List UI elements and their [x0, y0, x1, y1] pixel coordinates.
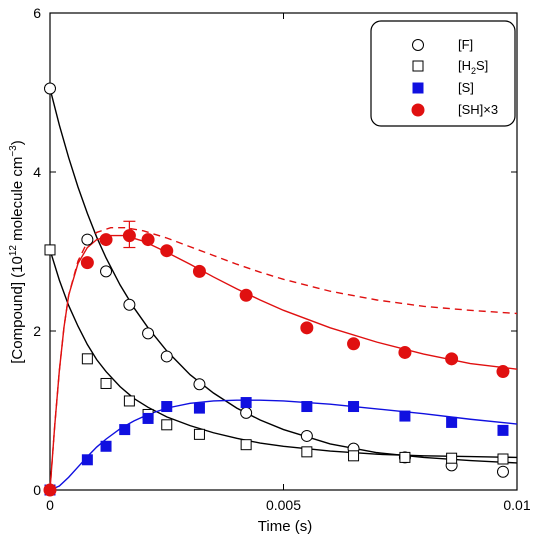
y-tick-label: 0: [33, 482, 41, 498]
data-point-series-3: [141, 233, 155, 247]
fit-line-series-2: [49, 399, 518, 491]
data-point-series-3: [160, 244, 174, 258]
y-tick-label: 2: [33, 323, 41, 339]
data-point-series-3: [398, 345, 412, 359]
data-point-series-0: [193, 378, 206, 391]
data-point-series-2: [301, 401, 313, 413]
legend-marker-series-0: [412, 39, 424, 51]
x-tick-label: 0.005: [266, 497, 301, 513]
data-point-series-2: [240, 397, 252, 409]
legend-label-f: [F]: [458, 37, 473, 52]
data-point-series-1: [100, 377, 112, 389]
legend-marker-series-2: [412, 82, 424, 94]
data-point-series-0: [496, 465, 509, 478]
legend-marker-series-3: [411, 103, 425, 117]
data-point-series-0: [100, 265, 113, 278]
data-point-series-3: [239, 288, 253, 302]
data-point-series-1: [81, 353, 93, 365]
legend-label-sh: [SH]×3: [458, 102, 498, 117]
data-point-series-3: [80, 256, 94, 270]
data-point-series-2: [81, 454, 93, 466]
data-point-series-2: [446, 416, 458, 428]
data-point-series-2: [100, 440, 112, 452]
legend-markers-group: [411, 39, 425, 117]
y-tick-label: 6: [33, 5, 41, 21]
data-point-series-2: [193, 402, 205, 414]
data-point-series-1: [193, 428, 205, 440]
legend: [F] [H2S] [S] [SH]×3: [370, 20, 516, 127]
x-tick-label: 0: [46, 497, 54, 513]
fit-line-dashed-series-3: [49, 226, 518, 491]
data-point-series-0: [300, 429, 313, 442]
data-point-series-0: [123, 298, 136, 311]
data-point-series-1: [240, 439, 252, 451]
data-point-series-1: [44, 244, 56, 256]
x-tick-label: 0.01: [503, 497, 530, 513]
y-tick-label: 4: [33, 164, 41, 180]
legend-marker-series-1: [412, 60, 424, 72]
data-point-series-3: [192, 264, 206, 278]
data-points-group: [43, 82, 510, 497]
data-point-series-3: [347, 337, 361, 351]
data-point-series-1: [123, 395, 135, 407]
data-point-series-3: [99, 233, 113, 247]
data-point-series-1: [446, 452, 458, 464]
data-point-series-3: [122, 229, 136, 243]
data-point-series-2: [399, 410, 411, 422]
data-point-series-2: [497, 424, 509, 436]
data-point-series-0: [44, 82, 56, 95]
data-point-series-3: [43, 483, 57, 497]
fit-line-series-0: [49, 88, 518, 464]
legend-label-s: [S]: [458, 80, 474, 95]
legend-label-h2s: [H2S]: [458, 58, 488, 76]
data-point-series-0: [240, 406, 253, 419]
fit-line-series-3: [49, 234, 518, 491]
data-point-series-2: [119, 424, 131, 436]
data-point-series-3: [496, 365, 510, 379]
fit-line-series-1: [49, 249, 518, 459]
data-point-series-3: [445, 352, 459, 366]
data-point-series-2: [348, 401, 360, 413]
data-point-series-0: [142, 327, 155, 340]
data-point-series-0: [81, 233, 94, 246]
data-point-series-1: [161, 419, 173, 431]
data-point-series-1: [497, 453, 509, 465]
legend-box: [370, 20, 516, 127]
data-point-series-2: [161, 401, 173, 413]
x-axis-label: Time (s): [258, 518, 312, 535]
data-point-series-2: [142, 412, 154, 424]
data-point-series-0: [160, 350, 173, 363]
data-point-series-3: [300, 321, 314, 335]
data-point-series-1: [301, 446, 313, 458]
data-point-series-1: [399, 451, 411, 463]
y-axis-label: [Compound] (1012 molecule cm−3): [8, 140, 26, 363]
data-point-series-1: [348, 450, 360, 462]
